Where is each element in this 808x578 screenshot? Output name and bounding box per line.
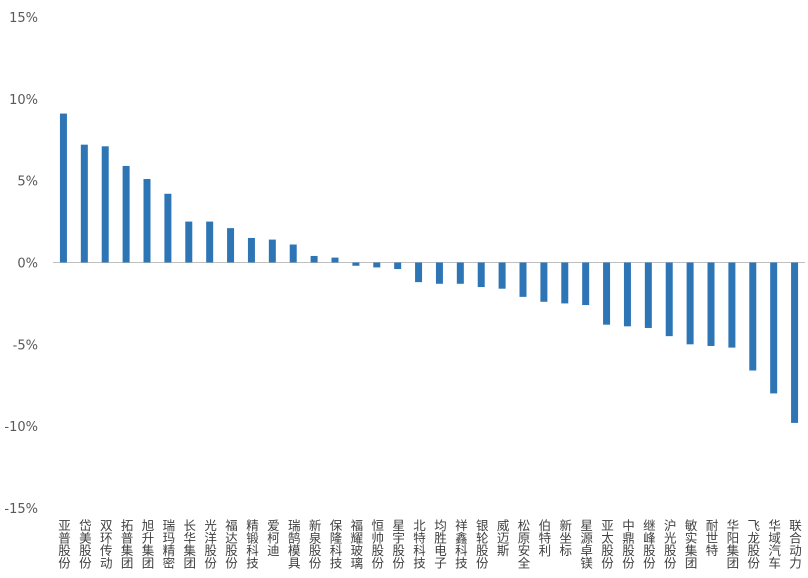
bar-松原安全 [519,262,527,297]
bar-沪光股份 [665,262,673,337]
bar-亚太股份 [603,262,611,325]
y-tick-label: -10% [4,420,38,435]
category-label: 星源卓镁 [578,519,593,570]
category-label: 长华集团 [181,519,196,570]
bar-瑞鹄模具 [289,244,297,263]
category-label: 福达股份 [223,518,238,569]
bar-联合动力 [791,262,799,423]
y-tick-label: -5% [13,338,38,353]
bar-恒帅股份 [373,262,381,268]
category-label: 星宇股份 [390,519,405,569]
category-label: 双环传动 [98,519,113,570]
y-tick-label: 15% [9,11,38,26]
bar-新泉股份 [310,255,318,263]
category-label: 精锻科技 [244,519,259,569]
category-label: 岱美股份 [77,519,92,569]
bar-伯特利 [540,262,548,302]
bar-华域汽车 [770,262,778,394]
category-label: 继峰股份 [641,519,656,569]
bar-爱柯迪 [268,239,276,263]
category-label: 新坐标 [557,518,572,557]
category-label: 瑞鹄模具 [286,519,301,569]
category-label: 耐世特 [704,519,719,557]
bar-光洋股份 [206,221,214,263]
y-tick-label: 5% [17,175,38,190]
category-label: 沪光股份 [662,519,677,569]
bar-威迈斯 [498,262,506,289]
category-label: 福耀玻璃 [348,518,363,570]
y-tick-label: 0% [17,257,38,272]
category-label: 爱柯迪 [265,519,280,557]
bar-瑞玛精密 [164,193,172,263]
bar-拓普集团 [122,165,130,263]
bar-星宇股份 [394,262,402,270]
category-label: 华域汽车 [766,518,781,570]
bar-北特科技 [415,262,423,283]
category-label: 新泉股份 [307,518,322,569]
bar-福达股份 [227,228,235,263]
bar-华阳集团 [728,262,736,348]
bar-旭升集团 [143,179,151,263]
bar-中鼎股份 [623,262,631,327]
bar-岱美股份 [80,144,88,263]
bars [59,113,799,423]
category-label: 保隆科技 [328,519,343,569]
category-label: 华阳集团 [724,518,739,570]
bar-飞龙股份 [749,262,757,371]
category-label: 银轮股份 [474,519,489,569]
bar-星源卓镁 [582,262,590,306]
category-label: 联合动力 [787,519,802,570]
y-tick-label: -15% [4,502,38,517]
category-label: 亚普股份 [56,519,71,569]
category-label: 祥鑫科技 [453,519,468,569]
category-label: 均胜电子 [432,519,447,569]
bar-银轮股份 [477,262,485,288]
category-label: 北特科技 [411,519,426,569]
category-label: 敏实集团 [683,518,698,570]
category-label: 亚太股份 [599,519,614,569]
category-label: 旭升集团 [140,519,155,570]
bar-均胜电子 [435,262,443,284]
bar-长华集团 [185,221,193,263]
category-label: 光洋股份 [202,519,217,569]
y-axis: 15% 10% 5% 0% -5% -10% -15% [4,11,38,517]
bar-继峰股份 [644,262,652,328]
category-label: 松原安全 [516,519,531,569]
bar-精锻科技 [247,237,255,263]
category-labels: 亚普股份 岱美股份 双环传动 拓普集团 旭升集团 瑞玛精密 长华集团 光洋股份 福达股份 精锻科技… [56,518,802,570]
category-label: 威迈斯 [495,519,510,557]
category-label: 拓普集团 [119,519,134,570]
bar-敏实集团 [686,262,694,345]
bar-双环传动 [101,146,109,263]
bar-新坐标 [561,262,569,304]
category-label: 伯特利 [536,518,551,557]
bar-祥鑫科技 [456,262,464,284]
bar-保隆科技 [331,257,339,263]
category-label: 瑞玛精密 [160,519,175,569]
bar-福耀玻璃 [352,262,360,266]
bar-耐世特 [707,262,715,346]
category-label: 中鼎股份 [620,518,635,569]
bar-亚普股份 [59,113,67,263]
y-tick-label: 10% [9,93,38,108]
category-label: 飞龙股份 [745,519,760,569]
category-label: 恒帅股份 [369,519,384,569]
